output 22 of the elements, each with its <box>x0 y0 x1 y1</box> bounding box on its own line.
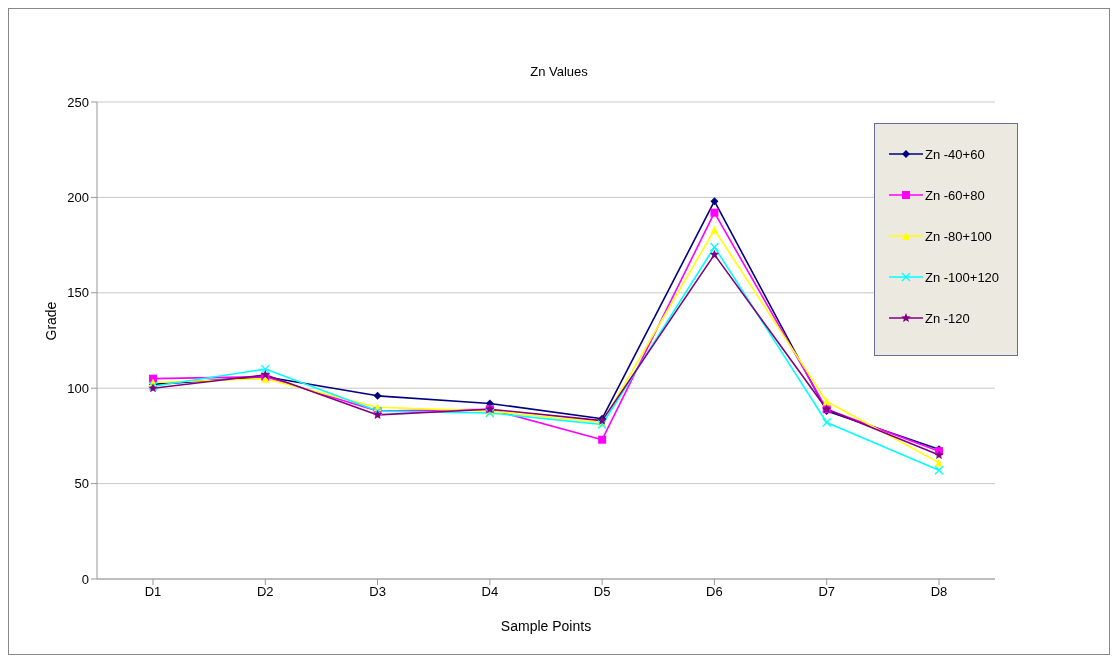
legend-label: Zn -40+60 <box>925 146 985 162</box>
x-tick-label: D1 <box>144 584 162 600</box>
legend-label: Zn -100+120 <box>925 269 1000 285</box>
x-tick-label: D7 <box>818 584 836 600</box>
y-tick-label: 150 <box>67 285 89 301</box>
legend-label: Zn -60+80 <box>925 187 985 203</box>
y-tick-label: 50 <box>74 476 89 492</box>
x-tick-label: D5 <box>593 584 611 600</box>
y-tick-label: 250 <box>67 94 89 110</box>
x-tick-label: D2 <box>256 584 274 600</box>
chart-title: Zn Values <box>529 64 589 79</box>
legend-label: Zn -120 <box>925 310 970 326</box>
y-tick-label: 100 <box>67 380 89 396</box>
y-tick-label: 200 <box>67 190 89 206</box>
x-tick-label: D8 <box>930 584 948 600</box>
x-tick-label: D4 <box>481 584 499 600</box>
x-axis-title: Sample Points <box>500 618 592 634</box>
legend-label: Zn -80+100 <box>925 228 992 244</box>
x-tick-label: D3 <box>369 584 386 600</box>
y-axis-title: Grade <box>42 301 59 341</box>
y-tick-label: 0 <box>81 571 89 587</box>
x-tick-label: D6 <box>706 584 723 600</box>
